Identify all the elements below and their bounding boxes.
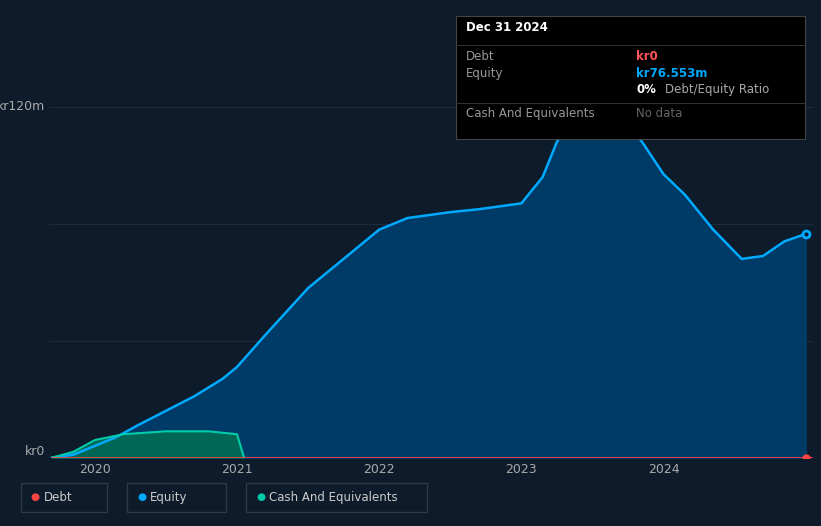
Text: kr76.553m: kr76.553m (636, 67, 708, 80)
Text: Equity: Equity (466, 67, 503, 80)
Text: kr0: kr0 (636, 50, 658, 64)
Text: Dec 31 2024: Dec 31 2024 (466, 21, 548, 34)
Text: Debt/Equity Ratio: Debt/Equity Ratio (665, 83, 769, 96)
Text: Debt: Debt (44, 491, 72, 503)
Text: kr0: kr0 (25, 444, 45, 458)
Text: ●: ● (256, 492, 265, 502)
Text: Cash And Equivalents: Cash And Equivalents (466, 107, 594, 120)
Text: kr120m: kr120m (0, 100, 45, 114)
Text: No data: No data (636, 107, 682, 120)
Text: Debt: Debt (466, 50, 494, 64)
Text: Cash And Equivalents: Cash And Equivalents (269, 491, 398, 503)
Text: 0%: 0% (636, 83, 656, 96)
Text: ●: ● (30, 492, 39, 502)
Text: Equity: Equity (150, 491, 188, 503)
Text: ●: ● (137, 492, 146, 502)
